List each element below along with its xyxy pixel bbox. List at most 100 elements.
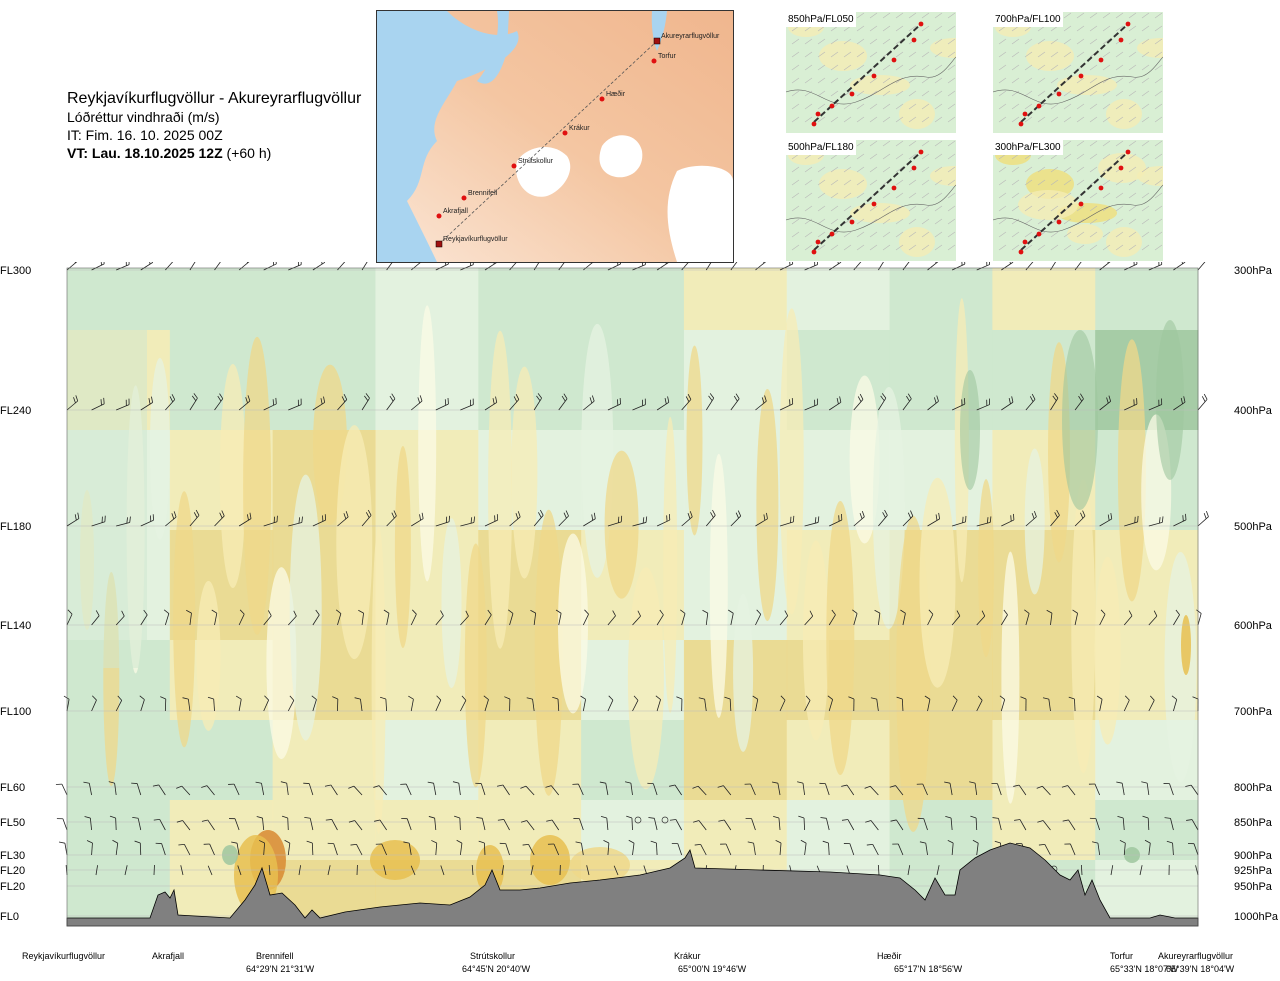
mini-map-route (813, 23, 922, 123)
wind-barb-shaft (1139, 865, 1143, 876)
mini-map-barb (791, 38, 800, 45)
field-tile (581, 268, 685, 330)
mini-map-barb (856, 103, 865, 110)
mini-map-barb (947, 153, 956, 160)
mini-map-barb (1141, 179, 1150, 186)
wind-barb-flag (350, 843, 357, 846)
wind-barb-shaft (828, 401, 842, 411)
mini-map-barb (1076, 116, 1085, 123)
mini-map-waypoint (1125, 149, 1131, 155)
wind-barb-shaft (586, 865, 590, 876)
mini-map-cell (899, 227, 935, 257)
wind-barb-flag (1149, 695, 1155, 701)
wind-barb-flag (1107, 514, 1110, 521)
mini-map-barb (882, 231, 891, 238)
mini-map-barb (947, 51, 956, 58)
mini-map-waypoint (829, 103, 835, 109)
terrain-profile (66, 842, 1199, 927)
wind-barb-shaft (750, 783, 756, 796)
field-tile (786, 800, 891, 860)
wind-barb-flag (247, 395, 251, 402)
vertical-cross-section: FL300 FL240 FL180 FL140 FL100 FL60 FL50 FL30 FL2… (0, 262, 1279, 974)
issue-time: IT: Fim. 16. 10. 2025 00Z (67, 127, 223, 143)
wind-barb-shaft (136, 783, 142, 796)
mini-map-barb (908, 231, 917, 238)
mini-map-barb (947, 166, 956, 173)
mini-map-barb (895, 12, 904, 19)
wind-barb-flag (109, 815, 116, 819)
wind-barb-flag (763, 262, 765, 264)
mini-map-barb (1089, 90, 1098, 97)
wind-barb-flag (293, 610, 297, 617)
wind-barb-shaft (951, 699, 958, 712)
wind-barb-flag (933, 397, 937, 404)
mini-map-barb (947, 38, 956, 45)
wind-barb-shaft (1122, 818, 1125, 831)
wind-barb-flag (255, 781, 262, 784)
wind-barb-shaft (207, 819, 215, 831)
mini-map-barb (804, 244, 813, 251)
mini-map-barb (1024, 103, 1033, 110)
mini-map-barb (1115, 51, 1124, 58)
wind-barb-shaft (1001, 401, 1014, 411)
mini-map-barb (869, 205, 878, 212)
mini-map-waypoint (1118, 37, 1124, 43)
wind-barb-shaft (164, 613, 170, 626)
wind-barb-shaft (730, 613, 734, 626)
mini-map-barb (791, 116, 800, 123)
velocity-cell (686, 345, 703, 536)
wind-barb-flag (393, 510, 397, 517)
wind-barb-flag (805, 695, 811, 701)
wind-barb-flag (160, 696, 166, 700)
mini-map-barb (830, 64, 839, 71)
map-airport-marker (435, 240, 443, 248)
wind-barb-flag (624, 781, 631, 784)
wind-barb-flag (694, 843, 701, 846)
mini-map-barb (856, 244, 865, 251)
wind-barb-shaft (312, 402, 325, 411)
wind-barb-flag (219, 393, 224, 399)
mini-map-barb (830, 218, 839, 225)
wind-barb-shaft (1148, 404, 1162, 411)
wind-barb-flag (938, 512, 941, 519)
wind-barb-shaft (1025, 399, 1036, 411)
velocity-cell (826, 500, 855, 775)
mini-map-barb (908, 103, 917, 110)
mini-map-barb (1141, 51, 1150, 58)
mini-map-cell (819, 41, 867, 71)
wind-barb-shaft (262, 818, 265, 831)
wind-barb-flag (848, 696, 855, 700)
wind-barb-flag (374, 819, 381, 822)
waypoint-axis: Reykjavíkurflugvöllur Akrafjall Brennifell… (22, 951, 1235, 974)
wind-barb-shaft (849, 843, 855, 856)
wind-barb-flag (207, 696, 214, 700)
mini-map-700: 700hPa/FL100 (993, 12, 1163, 133)
mini-map-barb (947, 179, 956, 186)
wind-barb-flag (193, 512, 198, 518)
field-tile (67, 800, 171, 860)
map-waypoint-marker (599, 96, 605, 102)
mini-map-barb (1063, 179, 1072, 186)
mini-map-cell (850, 75, 910, 95)
mini-map-waypoint (1118, 165, 1124, 171)
mini-map-barb (1076, 25, 1085, 32)
mini-map-barb (1011, 192, 1020, 199)
wind-barb-shaft (631, 817, 633, 831)
wind-barb-shaft (337, 613, 342, 626)
wind-barb-flag (1008, 397, 1011, 404)
wind-barb-flag (246, 262, 248, 264)
wind-barb-flag (281, 815, 288, 819)
mini-map-barb (1076, 77, 1085, 84)
wind-barb-flag (1080, 393, 1084, 400)
wind-barb-shaft (287, 817, 289, 831)
mini-map-barb (882, 218, 891, 225)
wind-barb-flag (324, 784, 331, 787)
wind-barb-shaft (435, 699, 442, 712)
wind-barb-flag (1203, 393, 1208, 400)
mini-map-barb (1037, 192, 1046, 199)
velocity-cell (488, 330, 513, 649)
wind-barb-shaft (976, 404, 990, 411)
wind-barb-shaft (1042, 785, 1051, 796)
wind-barb-flag (608, 695, 614, 701)
wind-barb-shaft (804, 264, 818, 271)
